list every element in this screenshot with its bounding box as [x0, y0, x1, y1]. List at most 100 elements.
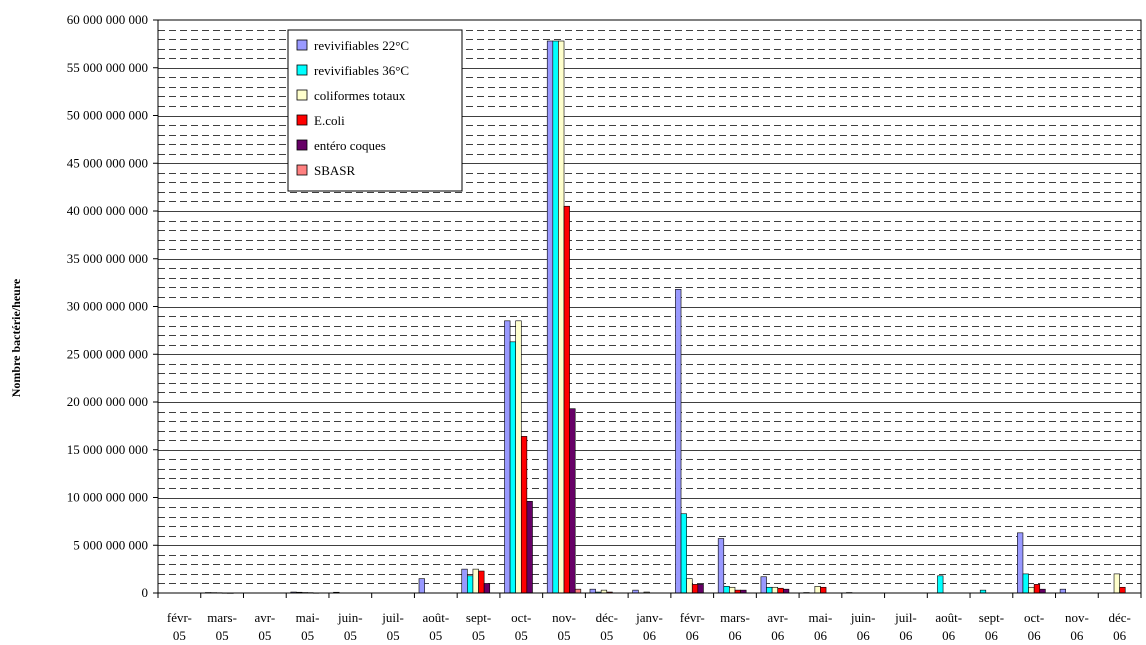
x-tick-label-month: août- [935, 610, 962, 625]
x-tick-label-year: 06 [643, 628, 657, 643]
bar-e-coli [520, 436, 528, 594]
bar-revivifiables-22-c [1059, 588, 1066, 594]
x-tick-label-year: 06 [985, 628, 999, 643]
x-tick-label-year: 05 [387, 628, 400, 643]
bar-revivifiables-36-c [937, 575, 944, 594]
legend-label: SBASR [314, 163, 356, 178]
y-tick-label: 45 000 000 000 [67, 155, 148, 170]
x-tick-label-month: nov- [1065, 610, 1089, 625]
x-tick-label-month: juin- [337, 610, 363, 625]
x-tick-label-year: 05 [173, 628, 186, 643]
x-tick-label-year: 06 [728, 628, 742, 643]
x-tick-label-year: 06 [1113, 628, 1127, 643]
y-tick-label: 20 000 000 000 [67, 394, 148, 409]
bar-coliformes-totaux [814, 586, 821, 594]
x-tick-label-month: déc- [596, 610, 618, 625]
x-tick-label-month: févr- [167, 610, 192, 625]
bar-e-coli [691, 584, 699, 594]
bar-coliformes-totaux [515, 320, 522, 594]
x-tick-label-month: avr- [767, 610, 788, 625]
gridlines [158, 30, 1141, 584]
legend-swatch [296, 89, 308, 101]
y-tick-label: 25 000 000 000 [67, 346, 148, 361]
x-tick-label-month: oct- [511, 610, 531, 625]
y-tick-label: 50 000 000 000 [67, 108, 148, 123]
x-tick-label-year: 05 [558, 628, 571, 643]
x-tick-label-month: mai- [809, 610, 833, 625]
legend-swatch [296, 164, 308, 176]
x-tick-label-month: nov- [552, 610, 576, 625]
legend-swatch [296, 139, 308, 151]
y-tick-label: 40 000 000 000 [67, 203, 148, 218]
bar-coliformes-totaux [1028, 586, 1035, 594]
bar-ent-ro-coques [1039, 588, 1046, 594]
legend-label: revivifiables 22°C [314, 38, 409, 53]
bar-revivifiables-22-c [675, 289, 682, 594]
bar-revivifiables-36-c [723, 586, 730, 594]
bar-ent-ro-coques [697, 584, 704, 594]
x-tick-label-month: juin- [850, 610, 876, 625]
x-tick-label-year: 05 [600, 628, 613, 643]
x-tick-label-year: 06 [771, 628, 785, 643]
x-tick-label-year: 05 [344, 628, 357, 643]
x-tick-label-month: déc- [1108, 610, 1130, 625]
legend-box [287, 29, 463, 192]
x-tick-label-year: 05 [301, 628, 314, 643]
bar-revivifiables-22-c [504, 320, 511, 594]
y-tick-label: 5 000 000 000 [73, 537, 148, 552]
bar-revivifiables-22-c [546, 40, 554, 594]
bar-revivifiables-36-c [680, 513, 687, 594]
x-tick-label-year: 06 [1070, 628, 1084, 643]
bar-coliformes-totaux [729, 586, 736, 594]
bar-revivifiables-22-c [589, 588, 596, 594]
x-tick-label-year: 06 [686, 628, 700, 643]
y-tick-label: 15 000 000 000 [67, 442, 148, 457]
x-tick-label-month: janv- [635, 610, 663, 625]
y-axis-label: Nombre bactérie/heure [9, 278, 23, 397]
x-tick-label-year: 06 [1028, 628, 1042, 643]
y-tick-label: 55 000 000 000 [67, 60, 148, 75]
bar-coliformes-totaux [558, 40, 565, 594]
bar-revivifiables-22-c [461, 568, 468, 594]
bar-e-coli [478, 570, 485, 594]
bar-revivifiables-36-c [509, 341, 516, 594]
x-tick-label-year: 06 [899, 628, 913, 643]
bar-revivifiables-22-c [1017, 532, 1024, 594]
bar-coliformes-totaux [686, 578, 693, 594]
bar-revivifiables-22-c [418, 578, 425, 594]
x-tick-label-month: août- [422, 610, 449, 625]
legend-swatch [296, 114, 308, 126]
bar-revivifiables-22-c [717, 538, 725, 594]
bar-revivifiables-36-c [467, 575, 474, 594]
x-tick-label-year: 05 [515, 628, 528, 643]
legend: revivifiables 22°C revivifiables 36°C coli… [287, 29, 463, 192]
bar-ent-ro-coques [483, 583, 491, 594]
legend-label: entéro coques [314, 138, 386, 153]
legend-label: E.coli [314, 113, 345, 128]
y-tick-label: 60 000 000 000 [67, 12, 148, 27]
x-tick-label-year: 05 [429, 628, 442, 643]
x-tick-label-month: avr- [255, 610, 276, 625]
y-axis-ticks: 0 5 000 000 000 10 000 000 000 15 000 000 0… [67, 12, 158, 600]
bar-e-coli [563, 205, 570, 594]
bar-coliformes-totaux [472, 568, 479, 594]
bar-revivifiables-36-c [552, 40, 559, 594]
bar-e-coli [1033, 584, 1041, 594]
y-tick-label: 10 000 000 000 [67, 490, 148, 505]
x-tick-label-year: 06 [857, 628, 871, 643]
x-tick-label-month: mars- [720, 610, 750, 625]
bar-ent-ro-coques [569, 408, 576, 594]
x-tick-label-month: mars- [207, 610, 237, 625]
x-tick-label-month: oct- [1024, 610, 1044, 625]
bars [205, 40, 1126, 594]
bar-coliformes-totaux [1113, 573, 1120, 594]
bar-e-coli [820, 586, 827, 594]
bar-ent-ro-coques [783, 588, 790, 594]
bar-sbasr [574, 588, 582, 594]
legend-label: revivifiables 36°C [314, 63, 409, 78]
legend-swatch [296, 64, 308, 76]
y-tick-label: 30 000 000 000 [67, 299, 148, 314]
y-tick-label: 35 000 000 000 [67, 251, 148, 266]
x-tick-label-month: mai- [296, 610, 320, 625]
bar-ent-ro-coques [526, 501, 533, 594]
